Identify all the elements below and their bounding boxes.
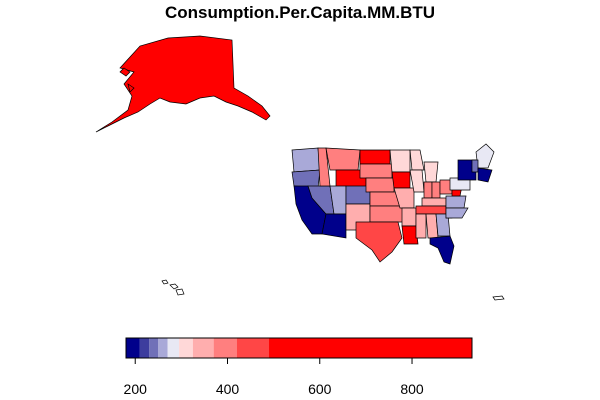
colorbar-bin-5 xyxy=(179,338,193,358)
colorbar-bin-9 xyxy=(269,338,472,358)
lower-48 xyxy=(291,143,495,265)
colorbar-bin-7 xyxy=(213,338,237,358)
tick-label-400: 400 xyxy=(216,381,240,397)
tick-label-800: 800 xyxy=(400,381,424,397)
colorbar xyxy=(125,337,473,359)
colorbar-bin-6 xyxy=(192,338,214,358)
colorbar-bin-8 xyxy=(236,338,270,358)
hawaii xyxy=(161,279,185,296)
page-title: Consumption.Per.Capita.MM.BTU xyxy=(164,3,436,22)
puerto-rico xyxy=(492,295,505,301)
tick-label-600: 600 xyxy=(308,381,332,397)
colorbar-bin-2 xyxy=(149,338,159,358)
colorbar-bin-3 xyxy=(158,338,168,358)
colorbar-border xyxy=(125,337,473,359)
alaska xyxy=(95,35,271,133)
colorbar-bin-0 xyxy=(126,338,140,358)
colorbar-bin-1 xyxy=(139,338,150,358)
tick-label-200: 200 xyxy=(124,381,148,397)
colorbar-bin-4 xyxy=(167,338,180,358)
colorbar-axis: 200 400 600 800 xyxy=(124,358,424,397)
